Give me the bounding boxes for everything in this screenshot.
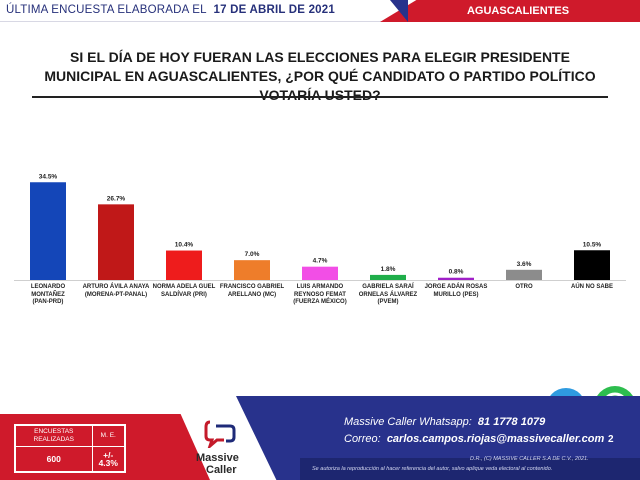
bar <box>166 250 202 280</box>
bar <box>30 182 66 280</box>
page-number: 2 <box>608 434 614 445</box>
question-divider <box>32 96 608 98</box>
disclaimer-text: Se autoriza la reproducción al hacer ref… <box>312 466 553 472</box>
category-label: NORMA ADELA GUEL SALDÍVAR (PRI) <box>152 284 216 298</box>
survey-stats-table: ENCUESTAS REALIZADAS M. E. 600 +/- 4.3% <box>14 424 126 473</box>
bar <box>506 269 542 280</box>
bar <box>98 204 134 280</box>
stats-value-margin: +/- 4.3% <box>91 446 126 472</box>
bar <box>438 277 474 280</box>
whatsapp-label: Massive Caller Whatsapp: <box>344 416 472 428</box>
whatsapp-contact: Massive Caller Whatsapp: 81 1778 1079 <box>344 416 545 428</box>
bar-value-label: 7.0% <box>245 251 260 258</box>
copyright-text: D.R., (C) MASSIVE CALLER S.A DE C.V., 20… <box>470 456 589 462</box>
logo-text-massive: Massive <box>196 452 239 464</box>
question-text: SI EL DÍA DE HOY FUERAN LAS ELECCIONES P… <box>44 49 596 103</box>
region-label: AGUASCALIENTES <box>466 5 570 17</box>
bar-value-label: 10.4% <box>175 242 194 249</box>
bar-value-label: 1.8% <box>381 266 396 273</box>
email-address[interactable]: carlos.campos.riojas@massivecaller.com <box>386 433 605 445</box>
email-label: Correo: <box>344 433 381 445</box>
massive-caller-logo: Massive Caller <box>196 418 276 478</box>
header-right <box>380 0 640 22</box>
category-label: LEONARDO MONTAÑEZ (PAN-PRD) <box>30 284 66 305</box>
footer: ENCUESTAS REALIZADAS M. E. 600 +/- 4.3% … <box>0 396 640 480</box>
bar-value-label: 34.5% <box>39 173 58 180</box>
bar-value-label: 0.8% <box>449 269 464 276</box>
stats-header-margin: M. E. <box>91 425 126 447</box>
category-label: OTRO <box>515 284 533 290</box>
bar-value-label: 4.7% <box>313 258 328 265</box>
category-label: LUIS ARMANDO REYNOSO FEMAT (FUERZA MÉXIC… <box>293 284 347 305</box>
header-left <box>0 0 418 22</box>
bar <box>574 250 610 280</box>
category-label: AÚN NO SABE <box>570 284 613 290</box>
survey-date: 17 DE ABRIL DE 2021 <box>213 4 335 16</box>
bar-chart-svg: 34.5% 26.7% 10.4% 7.0% 4.7% 1.8% 0.8% 3.6% 10.5% <box>14 173 626 281</box>
logo-text-caller: Caller <box>206 464 237 476</box>
survey-date-line: ÚLTIMA ENCUESTA ELABORADA EL 17 DE ABRIL… <box>6 4 335 16</box>
bar-chart: 34.5% 26.7% 10.4% 7.0% 4.7% 1.8% 0.8% 3.6% 10.5%… <box>0 160 640 340</box>
bar-value-label: 26.7% <box>107 195 126 202</box>
bar <box>370 274 406 280</box>
bar <box>234 260 270 280</box>
stats-header-surveys: ENCUESTAS REALIZADAS <box>15 425 93 447</box>
category-label: GABRIELA SARAÍ ORNELAS ÁLVAREZ (PVEM) <box>358 284 418 305</box>
category-label: FRANCISCO GABRIEL ARELLANO (MC) <box>219 284 285 298</box>
bar-value-label: 10.5% <box>583 241 602 248</box>
bar <box>302 266 338 280</box>
email-contact: Correo: carlos.campos.riojas@massivecall… <box>344 433 604 445</box>
category-label: JORGE ADÁN ROSAS MURILLO (PES) <box>424 284 488 298</box>
header-bar: ÚLTIMA ENCUESTA ELABORADA EL 17 DE ABRIL… <box>0 0 640 22</box>
whatsapp-number[interactable]: 81 1778 1079 <box>477 416 546 428</box>
logo-mark-icon <box>204 420 236 448</box>
footer-blue-band <box>300 458 640 480</box>
stats-value-surveys: 600 <box>15 446 93 472</box>
survey-prefix: ÚLTIMA ENCUESTA ELABORADA EL <box>6 4 207 16</box>
bar-value-label: 3.6% <box>517 261 532 268</box>
category-label: ARTURO ÁVILA ANAYA (MORENA-PT-PANAL) <box>82 284 150 298</box>
